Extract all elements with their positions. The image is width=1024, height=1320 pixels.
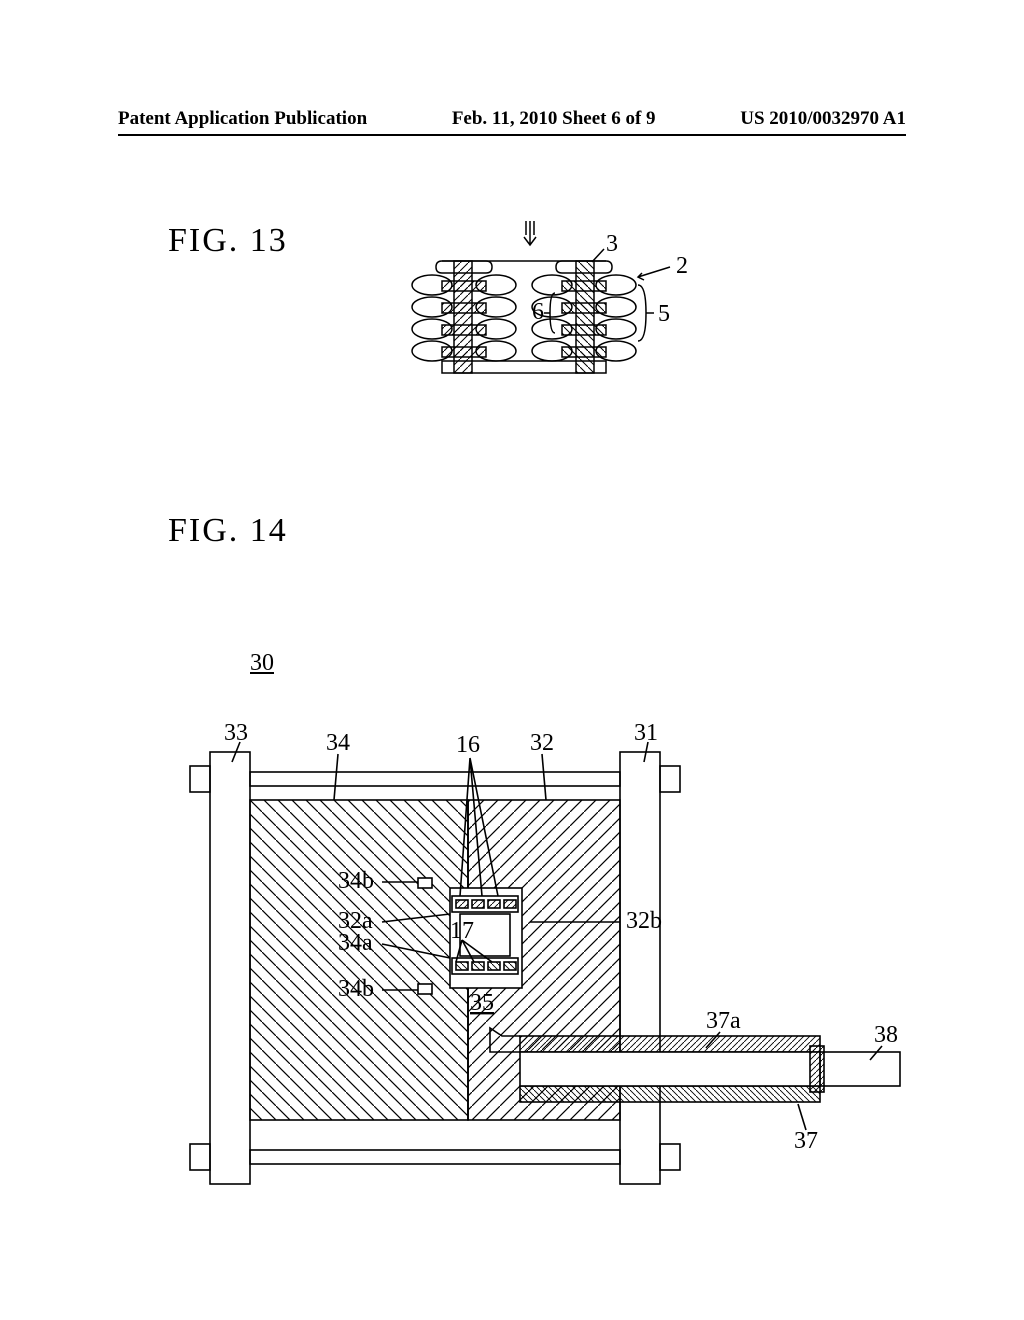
hdr-rule: [118, 134, 906, 136]
ref-37: 37: [794, 1128, 818, 1154]
ref-38: 38: [874, 1022, 898, 1048]
fig13-label: FIG. 13: [168, 222, 288, 260]
ref-16: 16: [456, 732, 480, 758]
ref-32: 32: [530, 730, 554, 756]
ref-30: 30: [250, 650, 274, 677]
fig14-drawing: 35 33: [150, 700, 930, 1240]
ref-34b-t: 34b: [338, 868, 374, 894]
ref-5: 5: [658, 301, 670, 327]
hdr-docnum: US 2010/0032970 A1: [740, 108, 906, 130]
fig13-drawing: 2 5 3 6: [380, 215, 760, 415]
ref-17: 17: [450, 918, 474, 944]
ref-32b: 32b: [626, 908, 662, 934]
ref-33: 33: [224, 720, 248, 746]
ref-2: 2: [676, 253, 688, 279]
hdr-publication: Patent Application Publication: [118, 108, 367, 130]
ref-34a: 34a: [338, 930, 373, 956]
ref-34: 34: [326, 730, 350, 756]
page-header: Patent Application Publication Feb. 11, …: [118, 108, 906, 130]
ref-34b-b: 34b: [338, 976, 374, 1002]
ref-3: 3: [606, 231, 618, 257]
ref-31: 31: [634, 720, 658, 746]
fig14-label: FIG. 14: [168, 512, 288, 550]
hdr-sheet: Feb. 11, 2010 Sheet 6 of 9: [452, 108, 656, 130]
ref-37a: 37a: [706, 1008, 741, 1034]
ref-35: 35: [470, 990, 494, 1016]
